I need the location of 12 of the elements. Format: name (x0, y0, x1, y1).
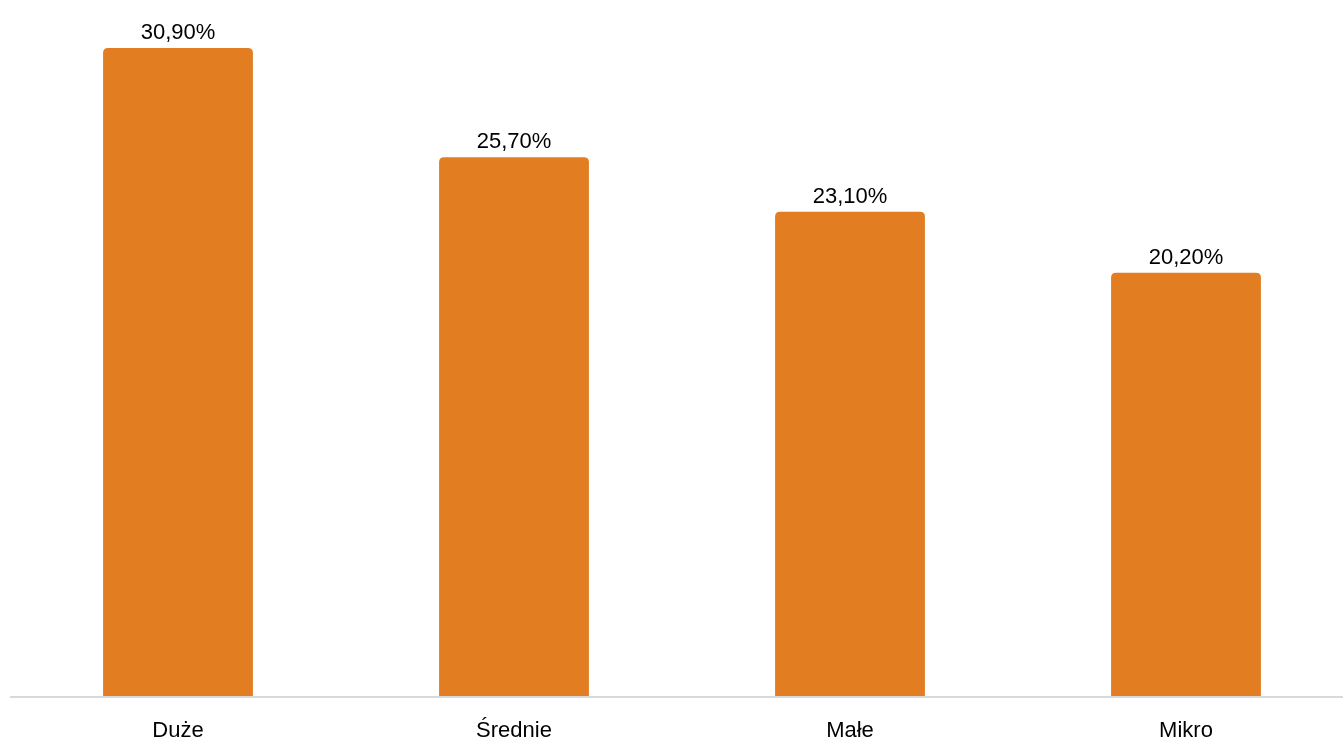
bar (439, 157, 589, 697)
x-tick-label: Średnie (476, 717, 552, 739)
x-tick-label: Małe (826, 717, 874, 739)
x-tick-label: Mikro (1159, 717, 1213, 739)
data-label: 30,90% (140, 19, 216, 44)
data-label: 25,70% (476, 128, 552, 154)
bar (1111, 272, 1261, 697)
data-label: 20,20% (1148, 243, 1224, 269)
bar (775, 211, 925, 697)
x-tick-label: Duże (152, 717, 204, 739)
data-label: 23,10% (812, 182, 888, 208)
bar (103, 48, 253, 697)
